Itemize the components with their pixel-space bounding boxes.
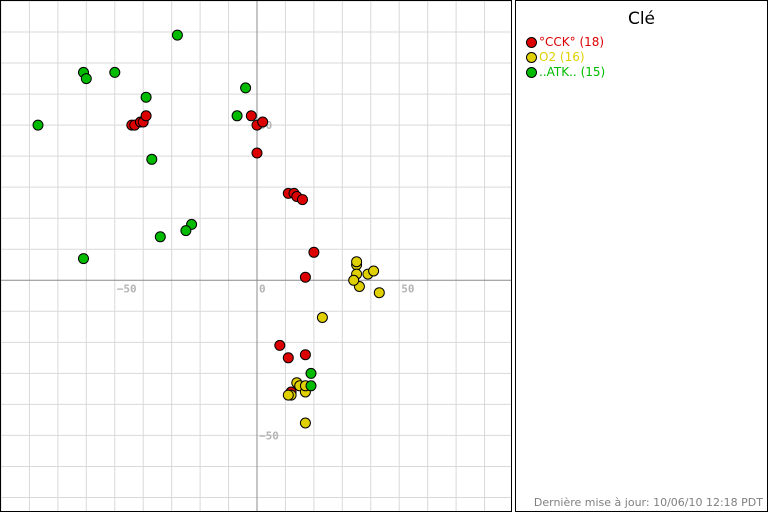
- data-point-o2: [282, 389, 294, 401]
- x-tick-label: 50: [401, 282, 414, 295]
- legend-swatch-atk: [526, 67, 537, 78]
- scatter-plot-area: −5005050−50: [0, 0, 512, 512]
- data-point-o2: [348, 274, 360, 286]
- data-point-o2: [299, 417, 311, 429]
- legend-label-o2: O2: [539, 50, 557, 64]
- data-point-o2: [316, 312, 328, 323]
- legend-item-cck[interactable]: °CCK° (18): [526, 35, 605, 50]
- data-points: [32, 29, 385, 429]
- data-point-cck: [274, 339, 286, 351]
- data-point-o2: [373, 287, 385, 299]
- legend-count-cck: (18): [579, 35, 605, 49]
- data-point-atk: [80, 73, 92, 85]
- data-point-atk: [140, 91, 152, 103]
- data-point-cck: [308, 246, 320, 258]
- data-point-atk: [305, 380, 317, 392]
- data-point-cck: [299, 271, 311, 283]
- legend-list: °CCK° (18) O2 (16) ..ATK.. (15): [526, 35, 605, 80]
- x-tick-label: −50: [117, 282, 137, 295]
- axes: [1, 1, 511, 511]
- legend-count-o2: (16): [559, 50, 585, 64]
- data-point-cck: [299, 349, 311, 361]
- legend-item-atk[interactable]: ..ATK.. (15): [526, 65, 605, 80]
- data-point-o2: [351, 256, 363, 268]
- data-point-cck: [282, 352, 294, 364]
- x-tick-label: 0: [259, 282, 266, 295]
- data-point-atk: [231, 110, 243, 122]
- legend-count-atk: (15): [580, 65, 606, 79]
- legend-swatch-cck: [526, 37, 537, 48]
- legend-label-atk: ..ATK..: [539, 65, 577, 79]
- legend-title: Clé: [627, 9, 656, 29]
- data-point-atk: [305, 367, 317, 379]
- legend-panel: Clé °CCK° (18) O2 (16) ..ATK.. (15) Dern…: [515, 0, 768, 512]
- data-point-atk: [154, 231, 166, 243]
- data-point-atk: [78, 253, 89, 265]
- data-point-atk: [32, 119, 44, 131]
- scatter-plot-svg: −5005050−50: [1, 1, 511, 511]
- last-updated-text: Dernière mise à jour: 10/06/10 12:18 PDT: [533, 496, 763, 509]
- data-point-cck: [140, 110, 152, 122]
- legend-item-o2[interactable]: O2 (16): [526, 50, 605, 65]
- data-point-o2: [368, 265, 380, 277]
- legend-label-cck: °CCK°: [539, 35, 576, 49]
- data-point-atk: [109, 66, 121, 78]
- data-point-cck: [297, 194, 308, 206]
- data-point-atk: [171, 29, 183, 41]
- data-point-atk: [180, 225, 192, 237]
- data-point-cck: [245, 110, 257, 122]
- data-point-cck: [251, 147, 263, 159]
- data-point-atk: [146, 153, 158, 165]
- legend-swatch-o2: [526, 52, 537, 63]
- y-tick-label: −50: [259, 429, 279, 442]
- data-point-atk: [240, 82, 252, 94]
- data-point-cck: [257, 116, 269, 128]
